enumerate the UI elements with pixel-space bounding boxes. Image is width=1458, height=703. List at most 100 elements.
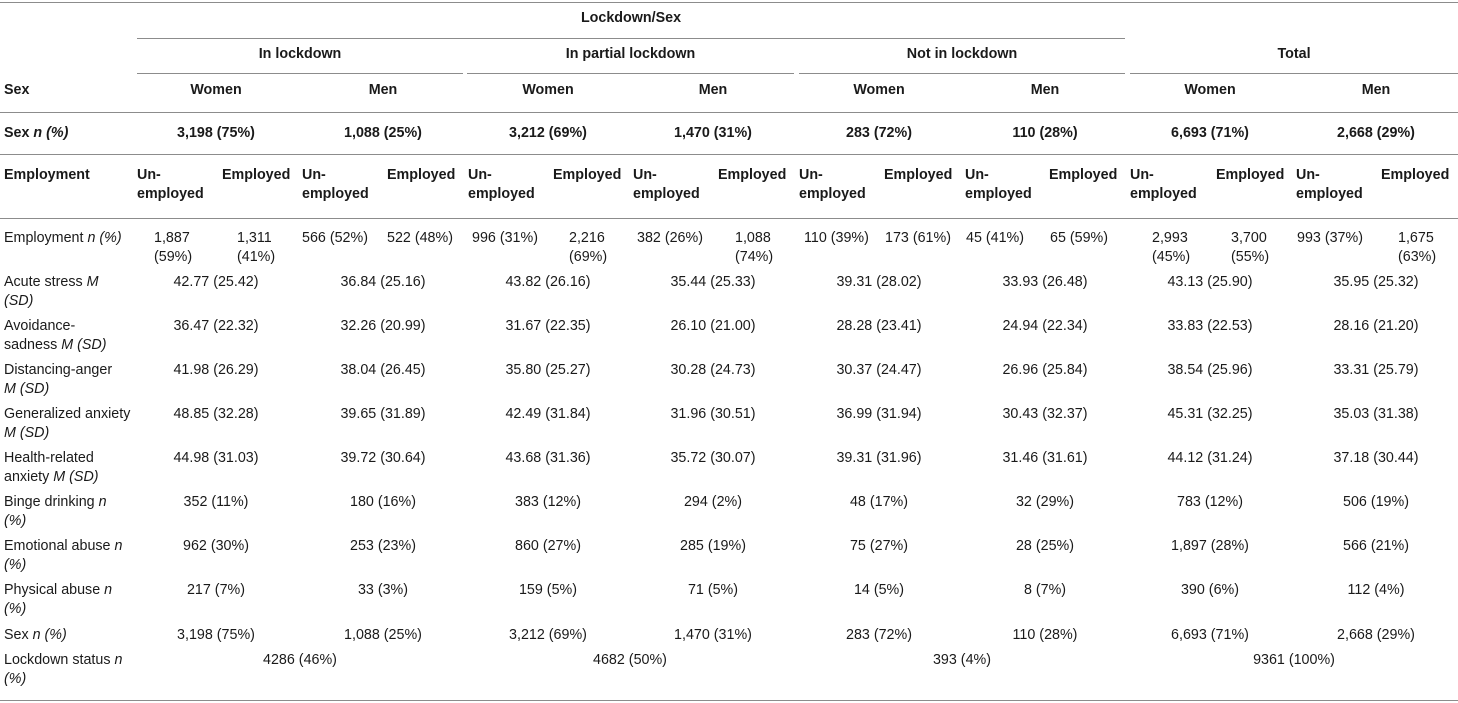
row-value-text: 253 (23%) bbox=[350, 538, 416, 554]
row-value-text: 285 (19%) bbox=[680, 538, 746, 554]
sex-header-8-text: Men bbox=[1361, 82, 1391, 98]
row-value: 30.37 (24.47) bbox=[799, 361, 959, 380]
lockdown-value: 393 (4%) bbox=[862, 651, 1062, 670]
employment-value-text: 996 (31%) bbox=[472, 230, 538, 246]
employment-value: 382 (26%) bbox=[637, 229, 727, 248]
group-4: Total bbox=[1130, 45, 1458, 64]
row-value: 30.43 (32.37) bbox=[965, 405, 1125, 424]
unemployed-header-text: Un- bbox=[633, 167, 657, 183]
row-value: 383 (12%) bbox=[468, 493, 628, 512]
row-value: 32 (29%) bbox=[965, 493, 1125, 512]
row-label: Binge drinking n (%) bbox=[4, 493, 136, 531]
unemployed-header: Un-employed bbox=[468, 166, 552, 204]
row-value-text: 566 (21%) bbox=[1343, 538, 1409, 554]
row-value-text: 383 (12%) bbox=[515, 494, 581, 510]
row-value: 33.93 (26.48) bbox=[965, 273, 1125, 292]
unemployed-header-text: employed bbox=[1130, 186, 1197, 202]
employment-value: 1,088 (74%) bbox=[735, 229, 825, 267]
unemployed-header-text: Un- bbox=[137, 167, 161, 183]
row-value-text: 30.43 (32.37) bbox=[1002, 406, 1088, 422]
group-4-text: Total bbox=[1277, 46, 1311, 62]
employment-value-text: 993 (37%) bbox=[1297, 230, 1363, 246]
row-value-text: 26.10 (21.00) bbox=[670, 318, 756, 334]
lockdown-value-text: 9361 (100%) bbox=[1253, 652, 1335, 668]
row-value-text: 1,470 (31%) bbox=[674, 627, 752, 643]
sex-header-8: Men bbox=[1296, 81, 1456, 100]
sex-row-value: 283 (72%) bbox=[799, 124, 959, 143]
row-label-text: n (%) bbox=[32, 627, 67, 643]
unemployed-header: Un-employed bbox=[965, 166, 1049, 204]
row-value-text: 36.99 (31.94) bbox=[836, 406, 922, 422]
lockdown-row-label-text: n bbox=[114, 652, 123, 668]
row-value-text: 32.26 (20.99) bbox=[340, 318, 426, 334]
row-value-text: 180 (16%) bbox=[350, 494, 416, 510]
employment-value-text: (55%) bbox=[1231, 249, 1270, 265]
employed-header: Employed bbox=[222, 166, 302, 185]
employment-header-label-text: Employment bbox=[4, 167, 90, 183]
row-value: 35.95 (25.32) bbox=[1296, 273, 1456, 292]
employed-header: Employed bbox=[1381, 166, 1458, 185]
sex-header-4-text: Men bbox=[698, 82, 728, 98]
row-value: 39.65 (31.89) bbox=[303, 405, 463, 424]
row-value-text: 283 (72%) bbox=[846, 627, 912, 643]
row-value: 32.26 (20.99) bbox=[303, 317, 463, 336]
employment-value-text: 45 (41%) bbox=[966, 230, 1025, 246]
row-value-text: 43.82 (26.16) bbox=[505, 274, 591, 290]
row-value: 2,668 (29%) bbox=[1296, 626, 1456, 645]
row-value-text: 28.16 (21.20) bbox=[1333, 318, 1419, 334]
row-value-text: 6,693 (71%) bbox=[1171, 627, 1249, 643]
group-rule-total bbox=[1130, 73, 1458, 74]
unemployed-header-text: employed bbox=[1296, 186, 1363, 202]
row-label-text: sadness bbox=[4, 337, 62, 353]
row-value-text: 3,198 (75%) bbox=[177, 627, 255, 643]
sex-row-value-text: 6,693 (71%) bbox=[1171, 125, 1249, 141]
header-top: Lockdown/Sex bbox=[137, 9, 1125, 28]
row-label-text: M (SD) bbox=[4, 425, 50, 441]
employment-value-text: 522 (48%) bbox=[387, 230, 453, 246]
employment-row-label: Employment n (%) bbox=[4, 229, 134, 248]
row-value-text: 1,088 (25%) bbox=[344, 627, 422, 643]
row-value: 24.94 (22.34) bbox=[965, 317, 1125, 336]
row-value: 28.16 (21.20) bbox=[1296, 317, 1456, 336]
sex-header-1: Women bbox=[136, 81, 296, 100]
row-value-text: 217 (7%) bbox=[186, 582, 245, 598]
row-label-text: anxiety bbox=[4, 469, 54, 485]
unemployed-header-text: employed bbox=[137, 186, 204, 202]
employed-header-text: Employed bbox=[1381, 167, 1450, 183]
row-value: 180 (16%) bbox=[303, 493, 463, 512]
row-label-text: M (SD) bbox=[61, 337, 107, 353]
row-value-text: 35.95 (25.32) bbox=[1333, 274, 1419, 290]
row-value-text: 506 (19%) bbox=[1343, 494, 1409, 510]
row-value: 3,212 (69%) bbox=[468, 626, 628, 645]
sex-header-5-text: Women bbox=[853, 82, 905, 98]
unemployed-header: Un-employed bbox=[1130, 166, 1214, 204]
sex-header-7: Women bbox=[1130, 81, 1290, 100]
row-label-text: Avoidance- bbox=[4, 318, 76, 334]
sex-row-value-text: 1,088 (25%) bbox=[344, 125, 422, 141]
employment-value-text: 1,887 bbox=[154, 230, 190, 246]
row-value: 35.72 (30.07) bbox=[633, 449, 793, 468]
employment-value-text: 382 (26%) bbox=[637, 230, 703, 246]
row-label-text: M (SD) bbox=[4, 381, 50, 397]
sex-row-value-text: 3,212 (69%) bbox=[509, 125, 587, 141]
unemployed-header-text: Un- bbox=[302, 167, 326, 183]
row-value-text: 26.96 (25.84) bbox=[1002, 362, 1088, 378]
row-value: 506 (19%) bbox=[1296, 493, 1456, 512]
employment-value-text: (63%) bbox=[1398, 249, 1437, 265]
row-value: 26.10 (21.00) bbox=[633, 317, 793, 336]
sex-header-6-text: Men bbox=[1030, 82, 1060, 98]
row-value: 159 (5%) bbox=[468, 581, 628, 600]
row-value: 962 (30%) bbox=[136, 537, 296, 556]
employed-header-text: Employed bbox=[387, 167, 456, 183]
lockdown-value-text: 4286 (46%) bbox=[263, 652, 337, 668]
row-value-text: 35.72 (30.07) bbox=[670, 450, 756, 466]
row-value-text: 38.54 (25.96) bbox=[1167, 362, 1253, 378]
row-value: 33.31 (25.79) bbox=[1296, 361, 1456, 380]
unemployed-header: Un-employed bbox=[799, 166, 883, 204]
employment-value: 110 (39%) bbox=[804, 229, 894, 248]
unemployed-header: Un-employed bbox=[137, 166, 221, 204]
employment-header-rule bbox=[0, 218, 1458, 219]
row-value-text: 39.31 (28.02) bbox=[836, 274, 922, 290]
employment-value-text: (45%) bbox=[1152, 249, 1191, 265]
row-label-text: Sex bbox=[4, 627, 33, 643]
